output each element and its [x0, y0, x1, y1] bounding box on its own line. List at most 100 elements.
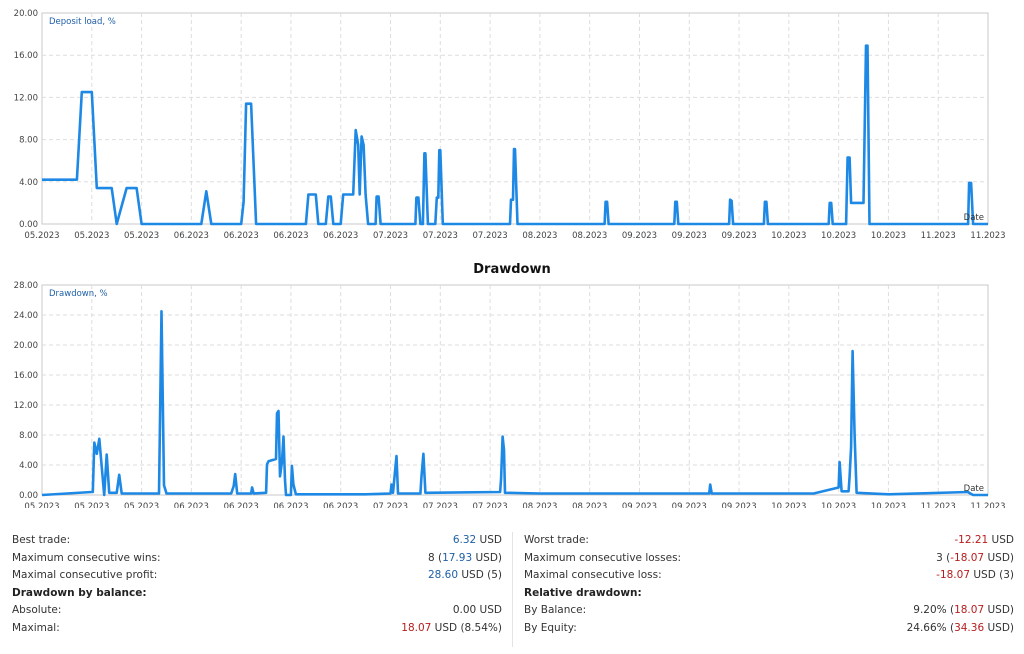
- x-tick-label: 08.2023: [572, 231, 607, 241]
- stat-label: Maximal consecutive profit:: [12, 569, 158, 581]
- x-tick-label: 06.2023: [174, 502, 209, 508]
- stats-divider: [512, 532, 513, 647]
- x-tick-label: 09.2023: [622, 231, 657, 241]
- stat-value-part: 34.36: [954, 621, 985, 634]
- stat-row: Absolute: 0.00 USD: [12, 602, 502, 620]
- stat-row: Relative drawdown:: [524, 585, 1014, 603]
- stat-value-part: 3 (: [936, 551, 951, 564]
- drawdown-section-title: Drawdown: [473, 262, 551, 277]
- x-tick-label: 05.2023: [124, 502, 159, 508]
- stat-value: 9.20% (18.07 USD): [913, 602, 1014, 620]
- stat-value: 28.60 USD (5): [428, 567, 502, 585]
- stat-value-part: 28.60: [427, 569, 459, 581]
- stat-value-part: 8 (: [427, 551, 443, 564]
- x-tick-label: 10.2023: [821, 502, 856, 508]
- x-tick-label: 06.2023: [174, 231, 209, 241]
- stat-label: Maximum consecutive wins:: [12, 551, 161, 564]
- stat-value: 0.00 USD: [453, 602, 502, 620]
- y-tick-label: 0.00: [19, 220, 38, 230]
- stat-value-part: USD (5): [458, 569, 502, 581]
- stat-value-part: USD: [988, 534, 1014, 546]
- deposit-load-chart: 0.00 4.00 8.00 12.00 16.00 20.00 05.2023 05.202…: [14, 9, 1006, 241]
- stat-row: Maximum consecutive wins: 8 (17.93 USD): [12, 550, 502, 568]
- stat-value-part: 17.93: [442, 551, 473, 564]
- stat-value-part: 6.32: [452, 534, 477, 546]
- x-tick-label: 05.2023: [24, 502, 59, 508]
- stat-label: By Balance:: [524, 604, 587, 616]
- x-tick-label: 10.2023: [871, 502, 906, 508]
- stat-value-part: USD): [984, 551, 1014, 564]
- stat-value-part: 0.00 USD: [452, 604, 502, 616]
- stat-value: 8 (17.93 USD): [428, 550, 502, 568]
- stat-section-header: Relative drawdown:: [524, 586, 642, 599]
- stat-value-part: USD): [984, 621, 1014, 634]
- drawdown-chart: 0.00 4.00 8.00 12.00 16.00 20.00 24.00 28.00 05.…: [14, 281, 1006, 508]
- stat-label: Maximal consecutive loss:: [524, 569, 662, 581]
- x-axis-label: Date: [964, 213, 984, 223]
- stat-label: Best trade:: [12, 534, 71, 546]
- x-tick-label: 11.2023: [970, 502, 1005, 508]
- stat-value: -12.21 USD: [954, 532, 1014, 550]
- stat-value-part: 24.66% (: [906, 621, 955, 634]
- stat-row: Maximal: 18.07 USD (8.54%): [12, 620, 502, 638]
- y-tick-label: 8.00: [19, 136, 38, 146]
- y-tick-label: 16.00: [14, 371, 38, 381]
- x-tick-label: 10.2023: [821, 231, 856, 241]
- stat-row: Drawdown by balance:: [12, 585, 502, 603]
- stats-left-column: Best trade: 6.32 USD Maximum consecutive w…: [12, 532, 502, 637]
- series-line: [41, 310, 988, 497]
- stats-right-column: Worst trade: -12.21 USD Maximum consecutiv…: [524, 532, 1014, 637]
- series-line: [42, 44, 988, 226]
- x-tick-label: 09.2023: [622, 502, 657, 508]
- y-tick-label: 20.00: [14, 9, 38, 19]
- x-tick-label: 08.2023: [572, 502, 607, 508]
- x-tick-label: 06.2023: [273, 502, 308, 508]
- x-tick-label: 10.2023: [771, 231, 806, 241]
- stat-row: Best trade: 6.32 USD: [12, 532, 502, 550]
- stat-row: Worst trade: -12.21 USD: [524, 532, 1014, 550]
- x-tick-label: 05.2023: [124, 231, 159, 241]
- x-tick-label: 09.2023: [721, 231, 756, 241]
- x-tick-label: 07.2023: [423, 502, 458, 508]
- x-tick-label: 06.2023: [273, 231, 308, 241]
- stat-value-part: USD (8.54%): [431, 621, 502, 634]
- y-tick-label: 8.00: [19, 431, 38, 441]
- y-tick-label: 12.00: [14, 93, 38, 103]
- y-tick-label: 4.00: [19, 461, 38, 471]
- stat-value: 6.32 USD: [453, 532, 502, 550]
- x-tick-label: 09.2023: [721, 502, 756, 508]
- x-tick-label: 11.2023: [970, 231, 1005, 241]
- y-tick-label: 12.00: [14, 401, 38, 411]
- x-tick-label: 07.2023: [373, 502, 408, 508]
- plot-area: [41, 284, 989, 496]
- stat-label: Absolute:: [12, 604, 62, 616]
- stat-value: 24.66% (34.36 USD): [907, 620, 1014, 638]
- x-tick-label: 10.2023: [771, 502, 806, 508]
- stat-value-part: 18.07: [954, 604, 985, 616]
- x-tick-label: 06.2023: [323, 231, 358, 241]
- y-tick-label: 20.00: [14, 341, 38, 351]
- stat-label: Worst trade:: [524, 534, 589, 546]
- stat-row: Maximum consecutive losses: 3 (-18.07 USD…: [524, 550, 1014, 568]
- stat-section-header: Drawdown by balance:: [12, 586, 147, 599]
- stat-value-part: 18.07: [401, 621, 432, 634]
- stat-value-part: USD): [472, 551, 502, 564]
- stat-value-part: -18.07: [950, 551, 985, 564]
- stat-value: 3 (-18.07 USD): [936, 550, 1014, 568]
- y-tick-label: 16.00: [14, 51, 38, 61]
- x-tick-label: 11.2023: [921, 502, 956, 508]
- x-tick-label: 11.2023: [921, 231, 956, 241]
- x-tick-label: 08.2023: [522, 502, 557, 508]
- plot-area: [41, 12, 989, 225]
- x-tick-label: 06.2023: [323, 502, 358, 508]
- x-tick-label: 05.2023: [74, 231, 109, 241]
- chart-title: Drawdown, %: [49, 289, 108, 299]
- stat-label: By Equity:: [524, 621, 577, 634]
- stat-row: Maximal consecutive profit: 28.60 USD (5): [12, 567, 502, 585]
- x-tick-label: 07.2023: [473, 502, 508, 508]
- x-tick-label: 07.2023: [373, 231, 408, 241]
- stat-label: Maximum consecutive losses:: [524, 551, 682, 564]
- stat-value-part: USD): [984, 604, 1014, 616]
- y-tick-label: 0.00: [19, 491, 38, 501]
- stat-value-part: -18.07: [936, 569, 971, 581]
